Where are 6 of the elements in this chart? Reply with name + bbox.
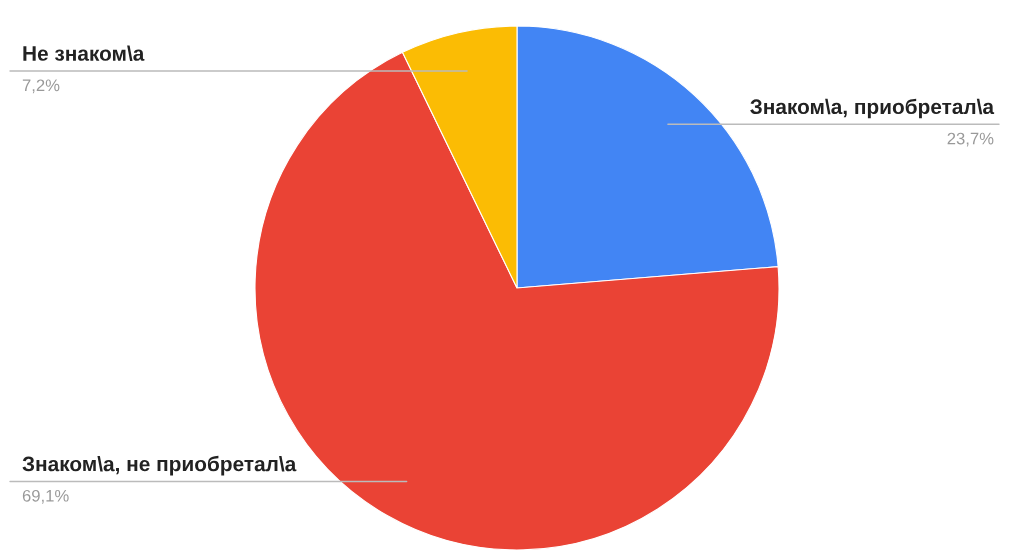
data-label: 69,1% (22, 489, 69, 504)
slice-label: Знаком\a, не приобретал\a (22, 455, 297, 476)
slice-label: Знаком\a, приобретал\a (750, 98, 995, 119)
data-label: 23,7% (947, 132, 994, 147)
slice-label: Не знаком\a (23, 45, 145, 62)
data-label: 7,2% (22, 79, 60, 94)
